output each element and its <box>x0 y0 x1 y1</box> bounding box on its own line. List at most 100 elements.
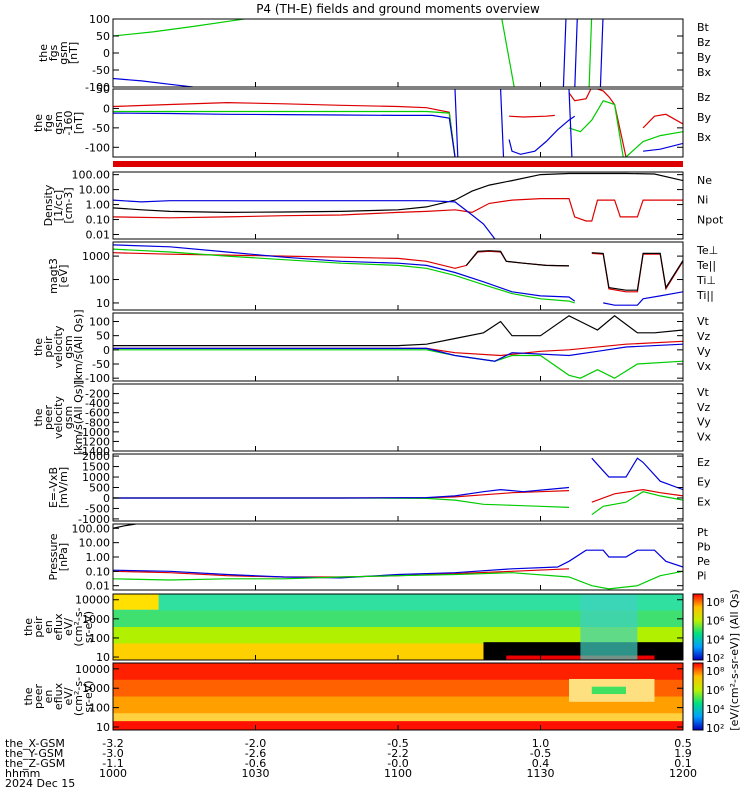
series-Te-line <box>591 252 683 291</box>
y-tick-label: -1200 <box>78 435 110 448</box>
x-axis-value: -2.2 <box>387 747 408 760</box>
legend-item: Vt <box>697 315 710 328</box>
y-tick-label: 100 <box>89 702 110 715</box>
y-axis-label: en <box>42 620 55 634</box>
panel-electron-velocity: -200-400-600-800-1000-1200-1400 thepeerve… <box>32 380 712 458</box>
series-Bx-line <box>574 19 578 87</box>
series-Bx-line <box>113 77 203 87</box>
y-axis-label: the <box>22 618 35 636</box>
panel-frame <box>112 171 684 240</box>
series-Te-line <box>465 250 570 267</box>
legend-item: Vy <box>697 345 711 358</box>
y-tick-label: 0.10 <box>86 565 111 578</box>
legend-item: Bz <box>697 91 711 104</box>
spectrogram <box>113 663 683 730</box>
y-axis-label: [1/cc] <box>52 190 65 221</box>
colorbar-label: 10⁸ <box>706 665 725 678</box>
legend-item: Vt <box>697 386 710 399</box>
y-tick-label: -800 <box>85 416 110 429</box>
y-tick-label: 50 <box>96 30 110 43</box>
y-tick-label: -100 <box>85 372 110 385</box>
legend-item: Vx <box>697 360 712 373</box>
y-axis-label: the <box>32 338 45 356</box>
series-Npot-line <box>113 199 496 239</box>
y-axis-label: fge <box>42 114 55 132</box>
series-Bz-line <box>113 101 456 157</box>
y-axis-label: Density <box>42 184 55 226</box>
legend-item: Bx <box>697 131 712 144</box>
legend-item: Vz <box>697 401 711 414</box>
colorbar: 10⁸ 10⁶ 10⁴ 10² <box>692 662 725 735</box>
y-axis-label: E=-VxB <box>47 467 60 508</box>
y-axis-label: the <box>22 687 35 705</box>
y-tick-label: 10 <box>96 651 110 664</box>
legend-item: Ti|| <box>696 289 714 302</box>
x-axis-value: 0.1 <box>674 757 692 770</box>
y-tick-label: 1500 <box>82 461 110 474</box>
y-tick-label: 100.00 <box>72 522 111 535</box>
y-axis-label: velocity <box>52 325 65 368</box>
panel-frame <box>112 18 684 88</box>
series-Vy-line <box>113 349 683 379</box>
series-Ne-line <box>113 198 683 222</box>
series-Ey-line <box>113 497 570 508</box>
y-tick-label: -50 <box>92 358 110 371</box>
series-Bx-line <box>113 112 456 157</box>
legend-item: Bt <box>697 21 710 34</box>
x-axis-value: -0.5 <box>530 747 551 760</box>
y-axis-label: peer <box>42 405 55 431</box>
panel-electron-energy-flux: 10⁸ 10⁶ 10⁴ 10² 10000 1000 100 10 thepeereneflux… <box>22 662 725 735</box>
y-tick-label: -1400 <box>78 445 110 458</box>
legend-item: Ey <box>697 476 711 489</box>
y-axis-label: the <box>32 114 45 132</box>
series-Bz-line <box>642 113 683 129</box>
series-By-line <box>588 19 593 87</box>
y-tick-label: -100 <box>85 141 110 154</box>
legend-item: Pe <box>697 555 710 568</box>
legend-item: Vz <box>697 330 711 343</box>
y-tick-label: 10.00 <box>79 184 111 197</box>
y-axis-label: the <box>37 44 50 62</box>
x-axis-row-label: hhmm <box>5 767 40 780</box>
y-axis-label: fgs <box>47 44 60 61</box>
y-tick-label: -100 <box>85 81 110 94</box>
x-axis-value: -2.0 <box>245 737 266 750</box>
series-Bx-line <box>599 19 604 87</box>
colorbar: 10⁸ 10⁶ 10⁴ 10² <box>692 593 725 665</box>
series-Ti-line <box>113 244 576 302</box>
y-tick-label: 1000 <box>82 613 110 626</box>
series-Bx-line <box>454 89 459 157</box>
y-axis-label: [km/s(All Qs)] <box>72 380 85 455</box>
series-Bz-line <box>568 89 627 157</box>
y-tick-label: 10 <box>96 721 110 734</box>
series-Bx-line <box>562 19 567 87</box>
chart-title: P4 (TH-E) fields and ground moments over… <box>256 2 540 16</box>
y-tick-label: 1000 <box>82 682 110 695</box>
y-axis-label: gsm <box>62 406 75 429</box>
y-axis-label: peer <box>32 684 45 710</box>
colorbar-title: [eV/(cm²-s-sr-eV)] (All Qs) <box>728 589 741 730</box>
series-By-line <box>113 19 249 37</box>
legend-item: Ez <box>697 456 710 469</box>
x-axis-value: -0.6 <box>245 757 266 770</box>
y-axis-label: peir <box>42 336 55 358</box>
x-axis-value: 1200 <box>669 767 697 780</box>
x-axis-value: -2.6 <box>245 747 266 760</box>
y-tick-label: 0.01 <box>86 228 111 241</box>
series-Bx-line <box>643 142 683 152</box>
y-tick-label: -50 <box>92 64 110 77</box>
x-axis-value: 0.5 <box>674 737 692 750</box>
y-axis-label: gsm <box>52 111 65 134</box>
series-Te-line <box>113 250 570 269</box>
series-Ti-line <box>603 291 683 306</box>
colorbar-label: 10⁶ <box>706 684 725 697</box>
panel-pressure: 100.00 10.001.000.10 0.01 Pressure[nPa] Pt Pb… <box>47 522 711 592</box>
y-tick-label: 50 <box>96 330 110 343</box>
y-tick-label: 10 <box>96 297 110 310</box>
colorbar-label: 10⁸ <box>706 596 725 609</box>
y-axis-label: [km/s(All Qs)] <box>72 309 85 384</box>
x-axis-value: -0.0 <box>387 757 408 770</box>
y-tick-label: -200 <box>85 388 110 401</box>
